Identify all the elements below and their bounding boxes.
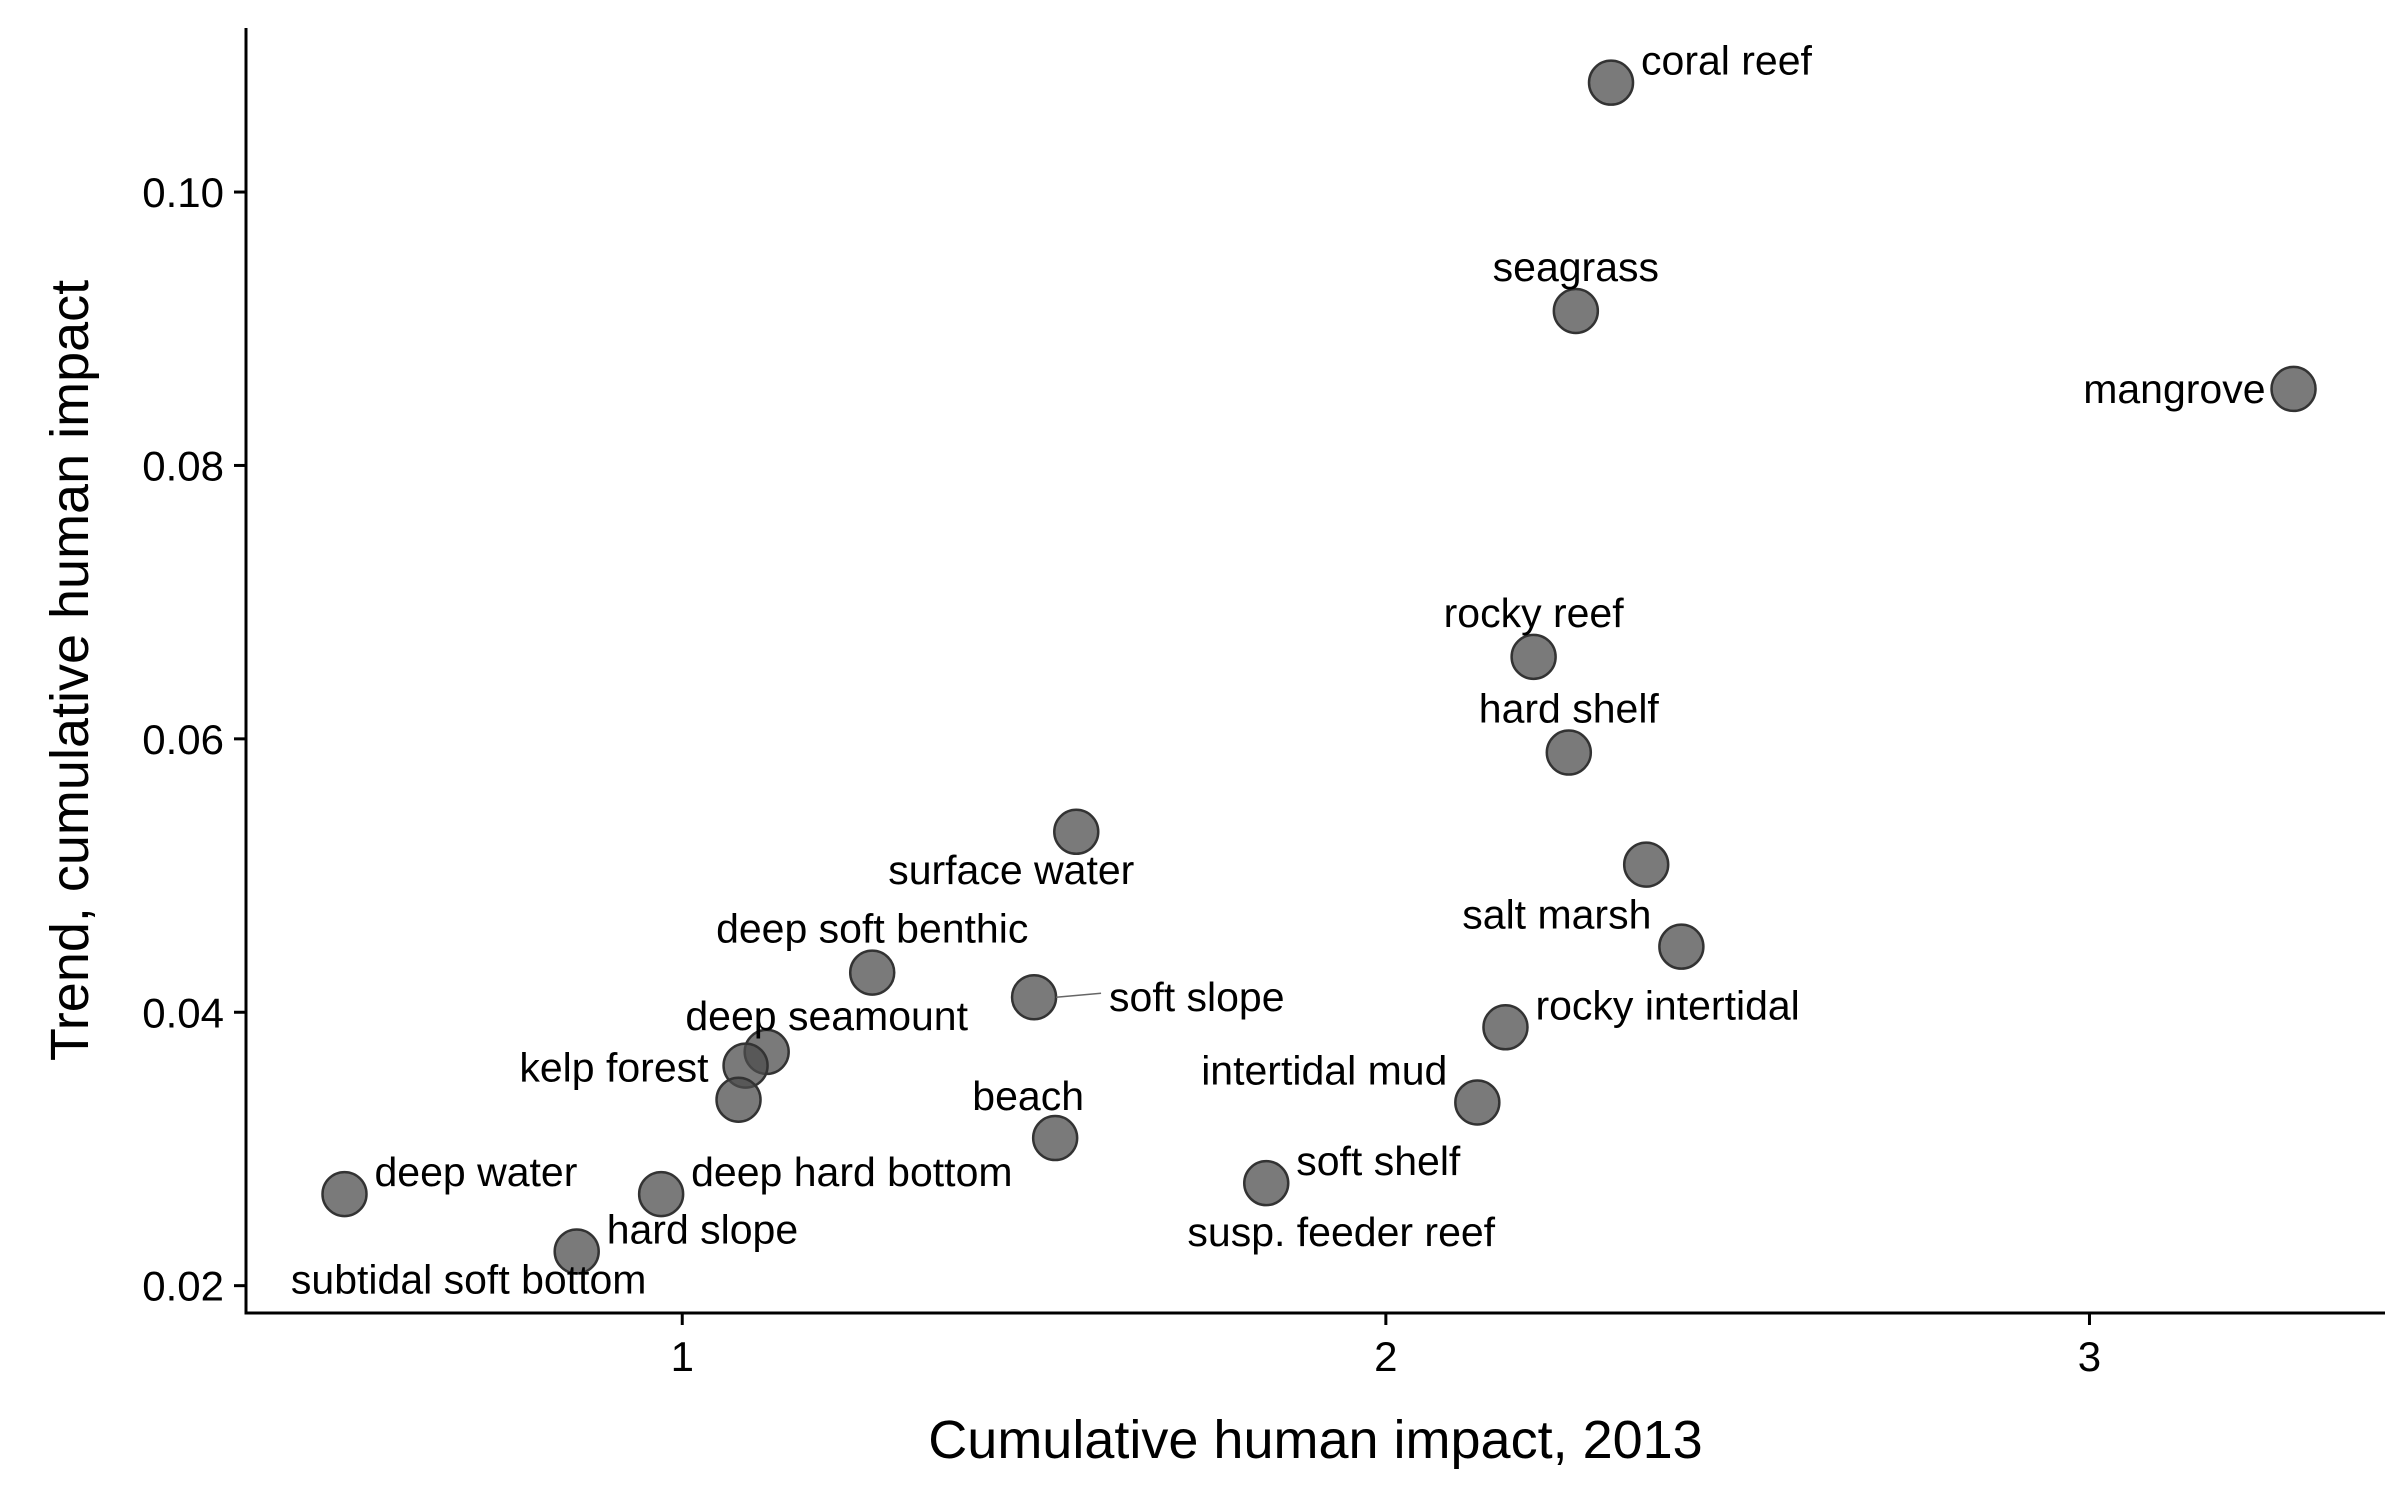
x-axis-title: Cumulative human impact, 2013 (928, 1410, 1702, 1470)
data-point (1510, 633, 1557, 681)
data-point (1552, 287, 1600, 335)
point-label: coral reef (1641, 38, 1813, 84)
y-tick-label: 0.02 (142, 1263, 224, 1310)
data-point (1482, 1004, 1529, 1051)
data-point (1031, 1114, 1079, 1162)
point-label: subtidal soft bottom (291, 1256, 647, 1302)
data-point (637, 1170, 685, 1218)
data-point (1658, 923, 1705, 970)
data-point (1242, 1159, 1290, 1207)
y-tick-label: 0.10 (142, 169, 224, 216)
data-point (2270, 365, 2317, 413)
point-label: surface water (888, 847, 1134, 893)
point-label: seagrass (1493, 244, 1659, 290)
x-tick-label: 2 (1374, 1333, 1397, 1380)
data-point (553, 1228, 600, 1275)
axes-layer: 1 2 3 0.02 0.04 0.06 0.08 0.10 (142, 28, 2385, 1380)
y-tick-label: 0.08 (142, 442, 224, 489)
y-axis-title: Trend, cumulative human impact (40, 280, 100, 1061)
point-label: kelp forest (519, 1045, 709, 1091)
point-label: beach (972, 1073, 1084, 1119)
data-point (1545, 729, 1593, 776)
data-point (1454, 1079, 1501, 1126)
point-label: deep seamount (685, 993, 968, 1039)
point-label: soft shelf (1296, 1138, 1461, 1184)
x-tick-label: 3 (2078, 1333, 2101, 1380)
point-label: rocky intertidal (1535, 982, 1799, 1028)
data-point (848, 949, 896, 996)
point-label: mangrove (2083, 366, 2265, 412)
point-label: deep soft benthic (716, 906, 1028, 952)
point-label: susp. feeder reef (1187, 1209, 1495, 1255)
points-layer (321, 59, 2317, 1275)
data-point (321, 1170, 368, 1218)
data-point (1622, 841, 1670, 888)
label-leader-line (1055, 992, 1102, 998)
data-point (1010, 973, 1058, 1021)
point-label: deep water (375, 1149, 578, 1195)
point-label: intertidal mud (1201, 1047, 1447, 1093)
point-label: salt marsh (1462, 892, 1651, 938)
data-point (715, 1076, 762, 1123)
y-tick-label: 0.06 (142, 716, 224, 763)
y-tick-label: 0.04 (142, 989, 224, 1036)
point-label: deep hard bottom (691, 1149, 1012, 1195)
data-point (1587, 59, 1635, 106)
point-label: soft slope (1109, 974, 1285, 1020)
point-label: hard slope (607, 1206, 798, 1252)
point-label: hard shelf (1479, 686, 1660, 732)
point-label: rocky reef (1444, 590, 1625, 636)
data-point (1053, 808, 1100, 856)
x-tick-label: 1 (671, 1333, 694, 1380)
labels-layer: coral reef seagrass mangrove rocky reef hard… (291, 38, 2266, 1303)
